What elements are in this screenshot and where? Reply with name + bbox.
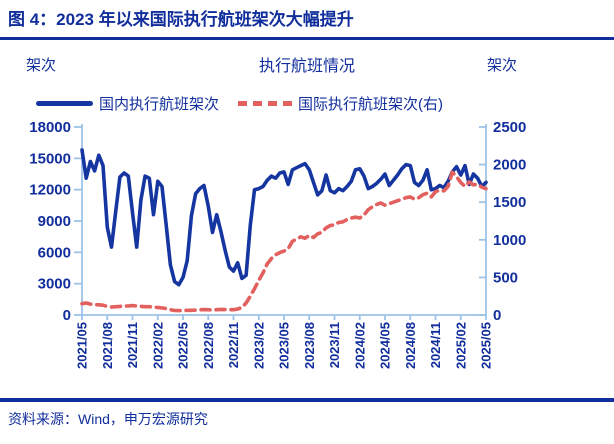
svg-text:9000: 9000 [38,213,71,230]
svg-text:2023/11: 2023/11 [327,322,342,368]
left-axis-ticks-and-labels: 0 3000 6000 9000 12000 15000 18000 [29,119,82,324]
left-axis-unit-label: 架次 [26,57,57,74]
x-axis-ticks-and-labels: 2021/05 2021/08 2021/11 2022/02 2022/05 2022/… [75,315,494,369]
svg-text:2024/08: 2024/08 [403,322,418,369]
svg-text:2500: 2500 [493,119,526,136]
svg-text:2024/11: 2024/11 [428,322,443,368]
svg-text:2021/08: 2021/08 [100,322,115,369]
figure-title: 图 4：2023 年以来国际执行航班架次大幅提升 [8,10,354,29]
legend-domestic-label: 国内执行航班架次 [99,96,220,113]
right-axis-ticks-and-labels: 0 500 1000 1500 2000 2500 [479,119,526,324]
svg-text:1500: 1500 [493,194,526,211]
international-flights-dashed-line [80,170,488,313]
svg-text:15000: 15000 [29,150,71,167]
svg-text:2022/05: 2022/05 [176,322,191,369]
svg-text:6000: 6000 [38,244,71,261]
footer-divider [0,398,614,402]
svg-text:2021/05: 2021/05 [75,322,90,369]
svg-text:2025/02: 2025/02 [453,322,468,369]
chart-title: 执行航班情况 [258,58,355,75]
svg-text:2024/05: 2024/05 [378,322,393,369]
svg-text:2022/02: 2022/02 [150,322,165,369]
svg-text:1000: 1000 [493,232,526,249]
svg-text:18000: 18000 [29,119,71,136]
chart-axes [81,124,487,316]
svg-text:2023/02: 2023/02 [251,322,266,369]
svg-text:2022/11: 2022/11 [226,322,241,368]
svg-text:3000: 3000 [38,276,71,293]
svg-text:2023/05: 2023/05 [277,322,292,369]
svg-text:0: 0 [63,307,71,324]
svg-text:500: 500 [493,269,518,286]
right-axis-unit-label: 架次 [487,57,518,74]
svg-text:2022/08: 2022/08 [201,322,216,369]
legend-international-dashed-swatch [238,101,294,106]
legend-international-label: 国际执行航班架次(右) [298,96,443,113]
svg-text:0: 0 [493,307,501,324]
legend-domestic-line-swatch [36,101,93,106]
data-source-note: 资料来源：Wind，申万宏源研究 [8,411,208,427]
svg-text:2023/08: 2023/08 [302,322,317,369]
svg-text:2000: 2000 [493,157,526,174]
title-underline [0,37,614,40]
svg-text:12000: 12000 [29,182,71,199]
svg-text:2024/02: 2024/02 [352,322,367,369]
svg-text:2021/11: 2021/11 [125,322,140,368]
svg-text:2025/05: 2025/05 [479,322,494,369]
domestic-flights-line [80,148,488,287]
